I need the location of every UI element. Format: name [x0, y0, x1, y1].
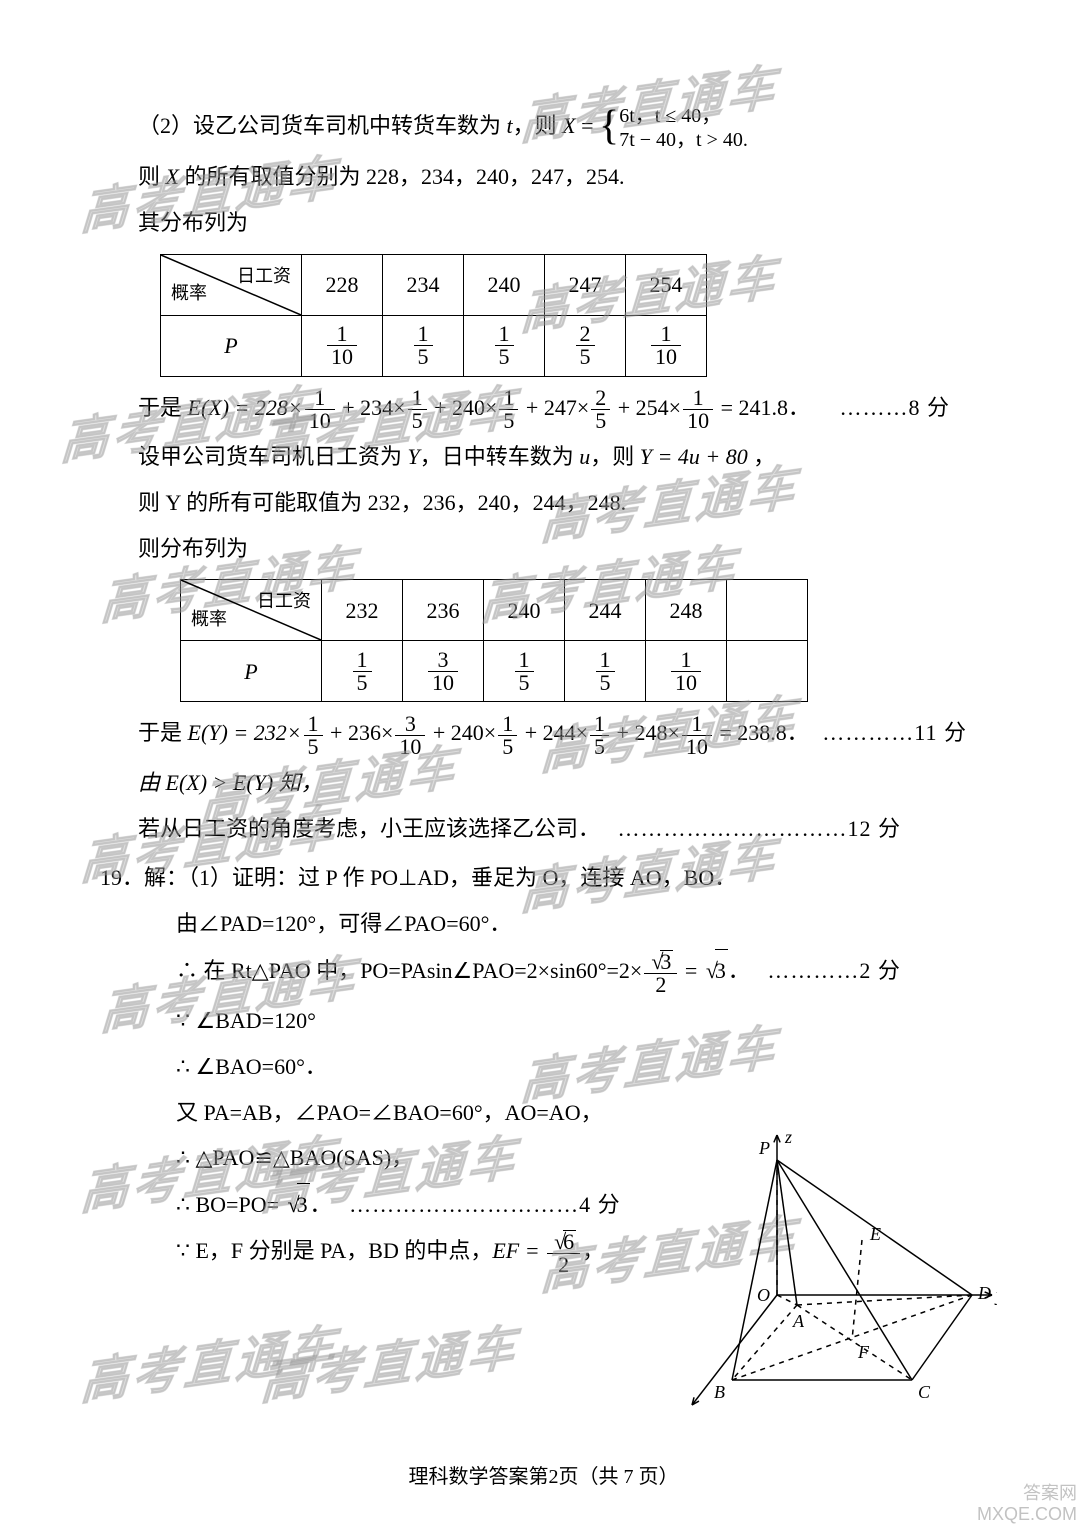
svg-text:y: y [994, 1285, 997, 1305]
case-2: 7t − 40，t > 40. [619, 128, 748, 152]
svg-text:C: C [918, 1382, 931, 1402]
var-u: u [579, 444, 590, 469]
p19-line3: ∴ 在 Rt△PAO 中，PO=PAsin∠PAO=2×sin60°=2×32 … [100, 949, 987, 996]
text: EF = [492, 1238, 545, 1263]
problem-number: 19． [100, 865, 144, 890]
text: = [679, 958, 702, 983]
ey-terms: 15 + 236×310 + 240×15 + 244×15 + 248×110 [302, 720, 714, 745]
text: ∴ 在 Rt△PAO 中，PO=PAsin∠PAO=2×sin60°=2× [176, 958, 642, 983]
y-formula: Y = 4u + 80 [640, 444, 748, 469]
var-X: X [562, 113, 575, 138]
distribution-table-1: 日工资概率228234240247254P110151525110 [160, 254, 707, 377]
watermark: 高考直通车 [258, 1301, 522, 1430]
sqrt-icon: 3 [285, 1183, 310, 1226]
svg-text:F: F [857, 1342, 870, 1362]
text: = [576, 113, 599, 138]
piecewise: 6t，t ≤ 40， 7t − 40，t > 40. [619, 104, 748, 152]
text: 于是 [138, 395, 188, 420]
frac-den: 2 [644, 974, 677, 996]
geometry-svg: P A B C D E F Oz y x [637, 1130, 997, 1410]
text: 则 [138, 164, 166, 189]
table-1-wrap: 日工资概率228234240247254P110151525110 [160, 254, 987, 377]
score-marker: …………………………12 分 [618, 816, 902, 841]
expectation-EX: E(X) = 228× [188, 395, 303, 420]
frac-num: 6 [547, 1230, 580, 1254]
p19-line4: ∵ ∠BAD=120° [100, 1000, 987, 1042]
text: ． [728, 958, 750, 983]
page-footer: 理科数学答案第2页（共 7 页） [0, 1458, 1087, 1496]
fraction: 32 [642, 950, 679, 996]
text: 若从日工资的角度考虑，小王应该选择乙公司． [138, 816, 600, 841]
text: ，日中转车数为 [420, 444, 580, 469]
text: ， [582, 1238, 604, 1263]
p18-dist-intro: 其分布列为 [100, 202, 987, 244]
sqrt-icon: 3 [648, 950, 673, 973]
svg-text:z: z [784, 1130, 792, 1147]
svg-text:E: E [869, 1224, 881, 1244]
svg-text:O: O [757, 1285, 770, 1305]
corner-wm-bot: MXQE.COM [977, 1504, 1077, 1526]
score-marker: …………11 分 [822, 720, 967, 745]
frac-num: 3 [644, 950, 677, 974]
case-1: 6t，t ≤ 40， [619, 104, 748, 128]
score-marker: …………2 分 [767, 958, 901, 983]
sqrt-icon: 3 [703, 949, 728, 992]
brace-icon: { [599, 105, 619, 147]
svg-text:B: B [714, 1382, 725, 1402]
period: ． [788, 395, 810, 420]
text: （1）证明：过 P 作 PO⊥AD，垂足为 O，连接 AO，BO． [188, 865, 736, 890]
distribution-table-2: 日工资概率232236240244248P153101515110 [180, 579, 808, 702]
p18-conclusion: 若从日工资的角度考虑，小王应该选择乙公司． …………………………12 分 [100, 808, 987, 850]
score-marker: ………8 分 [840, 395, 951, 420]
p18-ex-line: 于是 E(X) = 228×110 + 234×15 + 240×15 + 24… [100, 387, 987, 432]
var-X: X [166, 164, 179, 189]
text: ， [748, 444, 776, 469]
p19-line5: ∴ ∠BAO=60°． [100, 1046, 987, 1088]
svg-text:D: D [977, 1283, 991, 1303]
text: ，则 [590, 444, 640, 469]
text: 的所有取值分别为 228，234，240，247，254. [179, 164, 625, 189]
score-marker: …………………………4 分 [349, 1192, 621, 1217]
p18-x-values: 则 X 的所有取值分别为 228，234，240，247，254. [100, 156, 987, 198]
ex-terms: 110 + 234×15 + 240×15 + 247×25 + 254×110 [303, 395, 715, 420]
text: ． [310, 1192, 332, 1217]
sqrt-icon: 6 [551, 1230, 576, 1253]
ey-result: = 238.8 [714, 720, 787, 745]
period: ． [787, 720, 809, 745]
p18-y-dist-intro: 则分布列为 [100, 528, 987, 570]
var-Y: Y [408, 444, 420, 469]
p18-y-setup: 设甲公司货车司机日工资为 Y，日中转车数为 u，则 Y = 4u + 80 ， [100, 436, 987, 478]
p18-part2-setup: （2）设乙公司货车司机中转货车数为 t，则 X = { 6t，t ≤ 40， 7… [100, 104, 987, 152]
text: ，则 [513, 113, 563, 138]
p18-y-values: 则 Y 的所有可能取值为 232，236，240，244，248. [100, 482, 987, 524]
text: ∵ E，F 分别是 PA，BD 的中点， [176, 1238, 492, 1263]
p18-ey-line: 于是 E(Y) = 232×15 + 236×310 + 240×15 + 24… [100, 712, 987, 757]
p19-line1: 19．解：（1）证明：过 P 作 PO⊥AD，垂足为 O，连接 AO，BO． [100, 857, 987, 899]
svg-text:x: x [687, 1407, 696, 1410]
p19-line2: 由∠PAD=120°，可得∠PAO=60°． [100, 903, 987, 945]
ex-result: = 241.8 [715, 395, 788, 420]
geometry-figure: P A B C D E F Oz y x [637, 1130, 997, 1410]
p19-line6: 又 PA=AB，∠PAO=∠BAO=60°，AO=AO， [100, 1092, 987, 1134]
expectation-EY: E(Y) = 232× [188, 720, 302, 745]
fraction: 62 [545, 1230, 582, 1276]
solution-label: 解： [144, 865, 188, 890]
text: 设甲公司货车司机日工资为 [138, 444, 408, 469]
frac-den: 2 [547, 1254, 580, 1276]
table-2-wrap: 日工资概率232236240244248P153101515110 [180, 579, 987, 702]
watermark: 高考直通车 [78, 1301, 342, 1430]
text: （2）设乙公司货车司机中转货车数为 [138, 113, 507, 138]
text: ∴ BO=PO= [176, 1192, 285, 1217]
text: 于是 [138, 720, 188, 745]
svg-text:A: A [792, 1311, 805, 1331]
svg-text:P: P [758, 1138, 770, 1158]
page: 高考直通车 高考直通车 高考直通车 高考直通车 高考直通车 高考直通车 高考直通… [0, 0, 1087, 1536]
p18-compare: 由 E(X) > E(Y) 知， [100, 762, 987, 804]
